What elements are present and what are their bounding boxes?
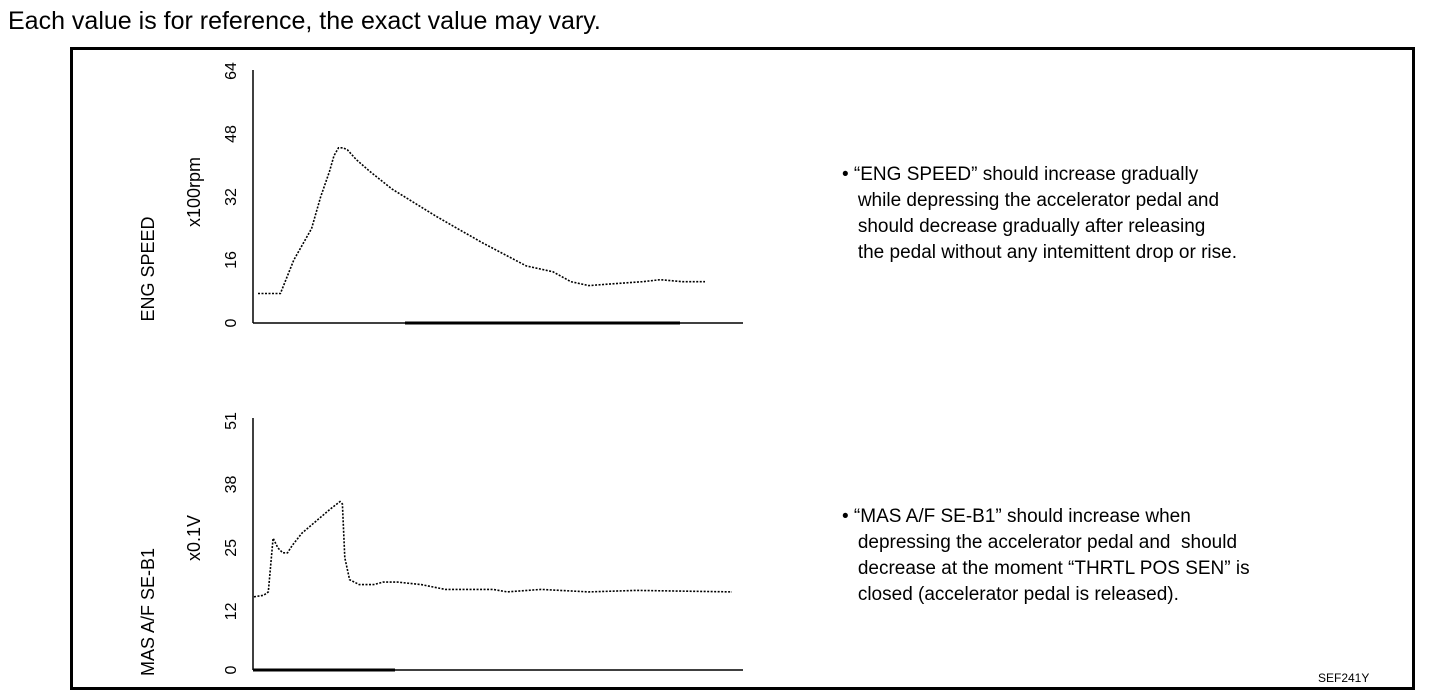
eng-speed-tick-label-64: 64 (223, 62, 240, 80)
eng-speed-axis-label: ENG SPEED (138, 216, 158, 321)
mas-af-tick-label-25: 25 (223, 539, 240, 557)
eng-speed-chart: 0 16 32 48 64 ENG SPEED x100rpm (138, 62, 743, 327)
reference-note: Each value is for reference, the exact v… (8, 7, 601, 35)
eng-speed-note: • “ENG SPEED” should increase gradually … (842, 164, 1237, 263)
mas-af-chart: 0 12 25 38 51 MAS A/F SE-B1 x0.1V (138, 412, 743, 676)
eng-speed-series-line (258, 147, 705, 295)
eng-speed-tick-label-48: 48 (223, 125, 240, 143)
mas-af-axis-label: MAS A/F SE-B1 (138, 548, 158, 676)
mas-af-tick-label-51: 51 (223, 412, 240, 430)
mas-af-series-line (253, 500, 733, 598)
mas-af-tick-label-0: 0 (223, 665, 240, 674)
figure-code: SEF241Y (1318, 671, 1370, 685)
mas-af-tick-label-38: 38 (223, 476, 240, 494)
figure-frame (70, 47, 1415, 690)
mas-af-unit-label: x0.1V (184, 515, 204, 561)
eng-speed-unit-label: x100rpm (184, 157, 204, 227)
mas-af-tick-label-12: 12 (223, 602, 240, 620)
eng-speed-tick-label-32: 32 (223, 188, 240, 206)
eng-speed-tick-label-16: 16 (223, 251, 240, 269)
eng-speed-tick-label-0: 0 (223, 318, 240, 327)
mas-af-note: • “MAS A/F SE-B1” should increase when d… (842, 506, 1250, 605)
